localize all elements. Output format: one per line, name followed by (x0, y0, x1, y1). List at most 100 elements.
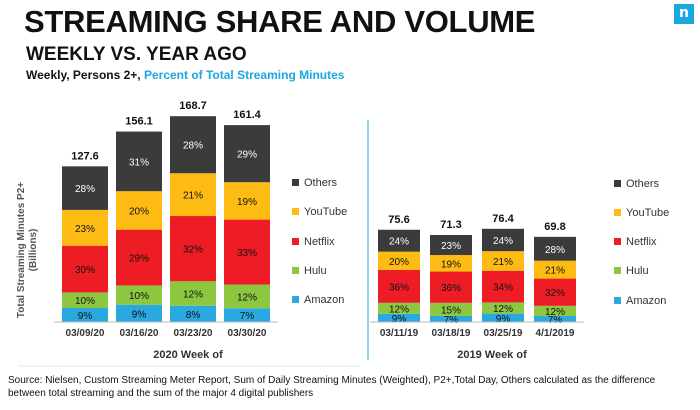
source-note: Source: Nielsen, Custom Streaming Meter … (8, 375, 656, 399)
bar-segment-hulu (62, 292, 108, 308)
legend-label-hulu: Hulu (304, 265, 327, 277)
bar-data-label: 19% (237, 197, 257, 208)
bar-segment-amazon (116, 304, 162, 322)
legend-label-amazon: Amazon (626, 295, 666, 307)
bar-segment-hulu (170, 281, 216, 306)
bar-data-label: 36% (389, 282, 409, 293)
legend-swatch-netflix (292, 238, 299, 245)
legend-swatch-youtube (292, 208, 299, 215)
x-axis-title: 2019 Week of (457, 349, 527, 361)
bar-data-label: 24% (493, 236, 513, 247)
bar-segment-hulu (116, 285, 162, 305)
x-tick-label: 03/09/20 (66, 328, 105, 339)
bar-segment-youtube (482, 251, 524, 271)
bar-segment-amazon (534, 316, 576, 322)
bar-segment-others (170, 116, 216, 174)
bar-segment-amazon (378, 313, 420, 322)
bar-segment-hulu (378, 302, 420, 314)
bar-segment-others (224, 125, 270, 183)
page-subtitle: WEEKLY VS. YEAR AGO (26, 44, 247, 65)
bar-data-label: 21% (493, 257, 513, 268)
bar-segment-youtube (170, 173, 216, 217)
legend-label-youtube: YouTube (304, 206, 347, 218)
legend-swatch-netflix (614, 238, 621, 245)
bar-segment-amazon (224, 308, 270, 322)
bar-data-label: 29% (237, 150, 257, 161)
bar-data-label: 9% (496, 314, 511, 325)
x-tick-label: 03/23/20 (174, 328, 213, 339)
chart-description: Weekly, Persons 2+, Percent of Total Str… (26, 68, 344, 82)
legend-swatch-amazon (292, 296, 299, 303)
bar-data-label: 12% (389, 304, 409, 315)
bar-segment-others (482, 228, 524, 252)
x-tick-label: 03/16/20 (120, 328, 159, 339)
legend-label-others: Others (626, 178, 660, 190)
bar-segment-hulu (224, 284, 270, 309)
bar-segment-netflix (170, 216, 216, 282)
bar-data-label: 20% (129, 206, 149, 217)
bar-data-label: 32% (183, 245, 203, 256)
bar-segment-amazon (482, 313, 524, 322)
bar-segment-youtube (534, 260, 576, 279)
description-accent: Percent of Total Streaming Minutes (143, 68, 345, 82)
legend-swatch-youtube (614, 209, 621, 216)
legend-swatch-hulu (614, 267, 621, 274)
bar-segment-netflix (534, 278, 576, 306)
bar-data-label: 36% (441, 283, 461, 294)
x-tick-label: 03/11/19 (380, 328, 419, 339)
bar-data-label: 20% (389, 257, 409, 268)
legend-label-netflix: Netflix (304, 236, 335, 248)
bar-data-label: 34% (493, 283, 513, 294)
bar-data-label: 8% (186, 310, 201, 321)
bar-data-label: 12% (237, 292, 257, 303)
bar-total-label: 76.4 (492, 213, 514, 225)
bar-data-label: 23% (441, 241, 461, 252)
bar-data-label: 12% (183, 289, 203, 300)
legend-label-youtube: YouTube (626, 207, 669, 219)
x-tick-label: 03/18/19 (432, 328, 471, 339)
bar-total-label: 71.3 (440, 219, 461, 231)
bar-segment-hulu (534, 305, 576, 317)
bar-segment-hulu (430, 302, 472, 316)
bar-data-label: 28% (75, 184, 95, 195)
x-tick-label: 4/1/2019 (536, 328, 575, 339)
bar-segment-others (62, 166, 108, 210)
bar-data-label: 32% (545, 288, 565, 299)
x-tick-label: 03/30/20 (228, 328, 267, 339)
legend-label-amazon: Amazon (304, 294, 344, 306)
bar-segment-others (430, 235, 472, 256)
x-tick-label: 03/25/19 (484, 328, 523, 339)
bar-segment-amazon (430, 315, 472, 322)
bar-data-label: 10% (129, 291, 149, 302)
legend-swatch-others (614, 180, 621, 187)
bar-segment-others (378, 229, 420, 252)
bar-segment-youtube (430, 255, 472, 272)
legend-swatch-amazon (614, 297, 621, 304)
bar-data-label: 10% (75, 296, 95, 307)
bar-segment-youtube (378, 251, 420, 270)
bar-segment-netflix (116, 229, 162, 286)
page-title: STREAMING SHARE AND VOLUME (24, 4, 536, 39)
bar-data-label: 21% (545, 266, 565, 277)
bar-data-label: 9% (132, 309, 147, 320)
bar-data-label: 12% (545, 307, 565, 318)
bar-segment-others (116, 131, 162, 192)
bar-total-label: 69.8 (544, 221, 565, 233)
bar-segment-netflix (378, 269, 420, 303)
bar-data-label: 19% (441, 259, 461, 270)
legend-label-others: Others (304, 177, 338, 189)
bar-data-label: 28% (183, 141, 203, 152)
bar-data-label: 21% (183, 191, 203, 202)
bar-data-label: 9% (392, 314, 407, 325)
description-prefix: Weekly, Persons 2+, (26, 68, 144, 82)
bar-segment-youtube (224, 182, 270, 220)
bar-segment-netflix (62, 245, 108, 293)
legend-swatch-hulu (292, 267, 299, 274)
bar-data-label: 7% (240, 311, 255, 322)
bar-data-label: 12% (493, 304, 513, 315)
bar-data-label: 28% (545, 245, 565, 256)
bar-data-label: 31% (129, 157, 149, 168)
bar-total-label: 127.6 (71, 150, 99, 162)
bar-segment-netflix (482, 270, 524, 303)
